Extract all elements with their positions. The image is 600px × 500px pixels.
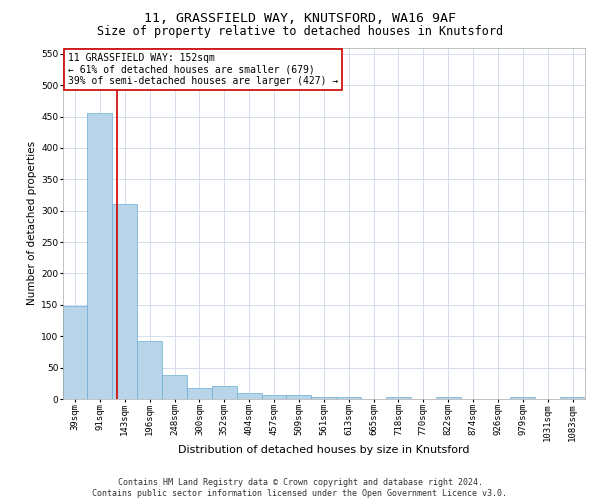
Bar [436,396,461,399]
Bar [187,388,212,399]
Bar [137,340,162,399]
Bar [386,396,411,399]
Bar [262,394,286,399]
Text: 11, GRASSFIELD WAY, KNUTSFORD, WA16 9AF: 11, GRASSFIELD WAY, KNUTSFORD, WA16 9AF [144,12,456,26]
Bar [112,204,137,399]
Bar [560,396,585,399]
X-axis label: Distribution of detached houses by size in Knutsford: Distribution of detached houses by size … [178,445,470,455]
Bar [212,386,237,399]
Bar [311,396,336,399]
Bar [88,114,112,399]
Bar [511,396,535,399]
Text: Contains HM Land Registry data © Crown copyright and database right 2024.
Contai: Contains HM Land Registry data © Crown c… [92,478,508,498]
Y-axis label: Number of detached properties: Number of detached properties [27,141,37,306]
Bar [336,397,361,399]
Bar [237,393,262,399]
Bar [162,375,187,399]
Text: Size of property relative to detached houses in Knutsford: Size of property relative to detached ho… [97,25,503,38]
Bar [286,396,311,399]
Text: 11 GRASSFIELD WAY: 152sqm
← 61% of detached houses are smaller (679)
39% of semi: 11 GRASSFIELD WAY: 152sqm ← 61% of detac… [68,53,338,86]
Bar [62,306,88,399]
